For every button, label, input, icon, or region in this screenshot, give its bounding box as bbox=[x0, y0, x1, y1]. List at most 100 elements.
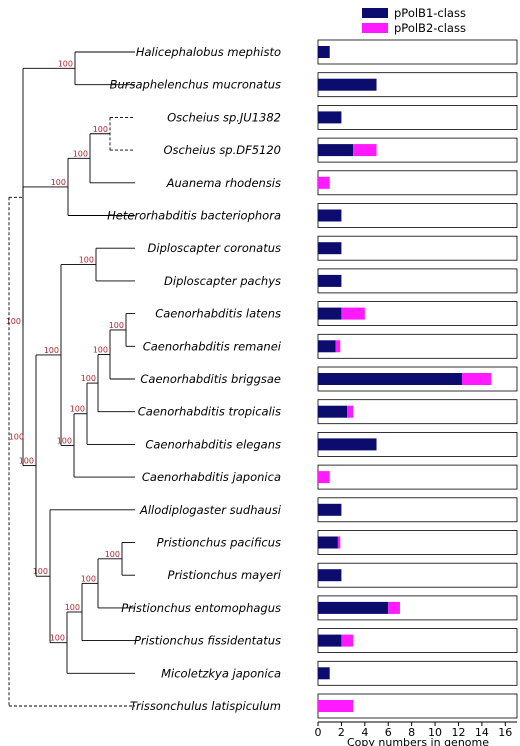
species-label: Halicephalobus mephisto bbox=[136, 45, 281, 59]
bar-pPolB1 bbox=[318, 340, 336, 353]
species-label: Diploscapter pachys bbox=[164, 274, 281, 288]
bootstrap-label: 100 bbox=[6, 317, 21, 326]
bootstrap-label: 100 bbox=[57, 436, 72, 445]
bar-pPolB2 bbox=[347, 405, 354, 418]
bootstrap-label: 100 bbox=[93, 345, 108, 354]
bar-panel bbox=[317, 660, 518, 686]
bar-pPolB1 bbox=[318, 438, 377, 451]
bar-panel bbox=[317, 203, 518, 228]
bootstrap-label: 100 bbox=[58, 59, 73, 68]
x-tick-label: 2 bbox=[338, 726, 345, 739]
bar-pPolB2 bbox=[335, 340, 341, 353]
bar-pPolB2 bbox=[318, 176, 330, 189]
species-label: Caenorhabditis latens bbox=[155, 307, 281, 321]
species-label: Pristionchus mayeri bbox=[168, 568, 282, 582]
bar-pPolB1 bbox=[318, 307, 342, 320]
bar-panel bbox=[317, 333, 518, 359]
species-label: Caenorhabditis briggsae bbox=[140, 372, 281, 386]
bar-panel bbox=[317, 235, 518, 261]
bootstrap-label: 100 bbox=[51, 178, 66, 187]
species-label: Heterorhabditis bacteriophora bbox=[107, 209, 281, 223]
legend-label: pPolB2-class bbox=[394, 21, 466, 35]
bootstrap-label: 100 bbox=[109, 321, 124, 330]
legend-swatch-pPolB1 bbox=[362, 8, 388, 18]
bar-pPolB1 bbox=[318, 242, 342, 255]
legend-swatch-pPolB2 bbox=[362, 23, 388, 33]
bar-panel bbox=[317, 39, 518, 65]
bar-pPolB1 bbox=[318, 46, 330, 58]
bar-pPolB1 bbox=[318, 667, 330, 680]
bootstrap-label: 100 bbox=[79, 256, 94, 265]
bar-panel bbox=[317, 562, 518, 588]
bar-pPolB2 bbox=[318, 700, 354, 712]
species-label: Oscheius sp.DF5120 bbox=[163, 143, 281, 157]
bar-panel bbox=[317, 530, 518, 555]
bar-panels bbox=[317, 39, 518, 719]
bootstrap-label: 100 bbox=[81, 374, 96, 383]
species-label: Diploscapter coronatus bbox=[148, 241, 281, 255]
x-tick-label: 4 bbox=[361, 726, 368, 739]
species-labels: Halicephalobus mephisto Bursaphelenchus m… bbox=[107, 45, 282, 713]
bootstrap-label: 100 bbox=[44, 346, 59, 355]
phylogenetic-tree: 100 100 100 100 100 100 100 100 100 100 100 100 100 1… bbox=[6, 51, 135, 707]
x-tick-label: 0 bbox=[315, 726, 322, 739]
bar-pPolB2 bbox=[337, 536, 341, 549]
bar-pPolB1 bbox=[318, 209, 342, 222]
bar-pPolB1 bbox=[318, 503, 342, 516]
bootstrap-label: 100 bbox=[50, 634, 65, 643]
bar-pPolB2 bbox=[461, 373, 492, 385]
legend-label: pPolB1-class bbox=[394, 6, 466, 20]
species-label: Pristionchus pacificus bbox=[157, 536, 281, 550]
bar-pPolB1 bbox=[318, 78, 377, 91]
bar-panel bbox=[317, 105, 518, 130]
bar-pPolB2 bbox=[318, 471, 330, 484]
species-label: Pristionchus fissidentatus bbox=[134, 634, 281, 648]
x-tick-label: 10 bbox=[428, 726, 442, 739]
species-label: Trissonchulus latispiculum bbox=[130, 699, 281, 713]
bar-pPolB1 bbox=[318, 569, 342, 582]
species-label: Micoletzkya japonica bbox=[161, 666, 281, 680]
bootstrap-label: 100 bbox=[19, 457, 34, 466]
bootstrap-label: 100 bbox=[73, 149, 88, 158]
bootstrap-label: 100 bbox=[70, 405, 85, 414]
bar-pPolB1 bbox=[318, 405, 348, 418]
x-tick-label: 8 bbox=[408, 726, 415, 739]
bar-pPolB1 bbox=[318, 536, 338, 549]
species-label: Auanema rhodensis bbox=[166, 176, 281, 190]
x-tick-label: 14 bbox=[475, 726, 489, 739]
x-tick-label: 16 bbox=[498, 726, 512, 739]
bar-pPolB1 bbox=[318, 111, 342, 124]
species-label: Allodiplogaster sudhausi bbox=[139, 503, 282, 517]
bootstrap-label: 100 bbox=[65, 603, 80, 612]
bar-pPolB1 bbox=[318, 144, 354, 157]
x-axis: Copy numbers in genome 0 2 4 6 8 10 12 14 16 bbox=[315, 721, 517, 746]
bootstrap-label: 100 bbox=[105, 550, 120, 559]
bar-panel bbox=[317, 497, 518, 523]
bar-panel bbox=[317, 268, 518, 294]
bootstrap-label: 100 bbox=[93, 125, 108, 134]
species-label: Oscheius sp.JU1382 bbox=[167, 110, 281, 124]
bootstrap-label: 100 bbox=[33, 567, 48, 576]
species-label: Caenorhabditis tropicalis bbox=[138, 405, 281, 419]
x-tick-label: 6 bbox=[385, 726, 392, 739]
bar-pPolB2 bbox=[341, 307, 365, 320]
species-label: Bursaphelenchus mucronatus bbox=[110, 78, 281, 92]
bar-pPolB1 bbox=[318, 373, 462, 385]
bar-pPolB1 bbox=[318, 274, 342, 287]
bootstrap-label: 100 bbox=[81, 574, 96, 583]
x-axis-label: Copy numbers in genome bbox=[347, 736, 489, 746]
bar-pPolB1 bbox=[318, 634, 342, 647]
bar-pPolB2 bbox=[388, 601, 400, 614]
species-label: Pristionchus entomophagus bbox=[121, 601, 281, 615]
bootstrap-label: 100 bbox=[9, 433, 24, 442]
bar-panel bbox=[317, 170, 518, 196]
bar-pPolB1 bbox=[318, 601, 389, 614]
species-label: Caenorhabditis elegans bbox=[145, 437, 281, 451]
bar-pPolB2 bbox=[341, 634, 354, 647]
bar-panel bbox=[317, 464, 518, 490]
x-tick-label: 12 bbox=[451, 726, 465, 739]
species-label: Caenorhabditis remanei bbox=[143, 339, 282, 353]
bar-pPolB2 bbox=[353, 144, 377, 157]
